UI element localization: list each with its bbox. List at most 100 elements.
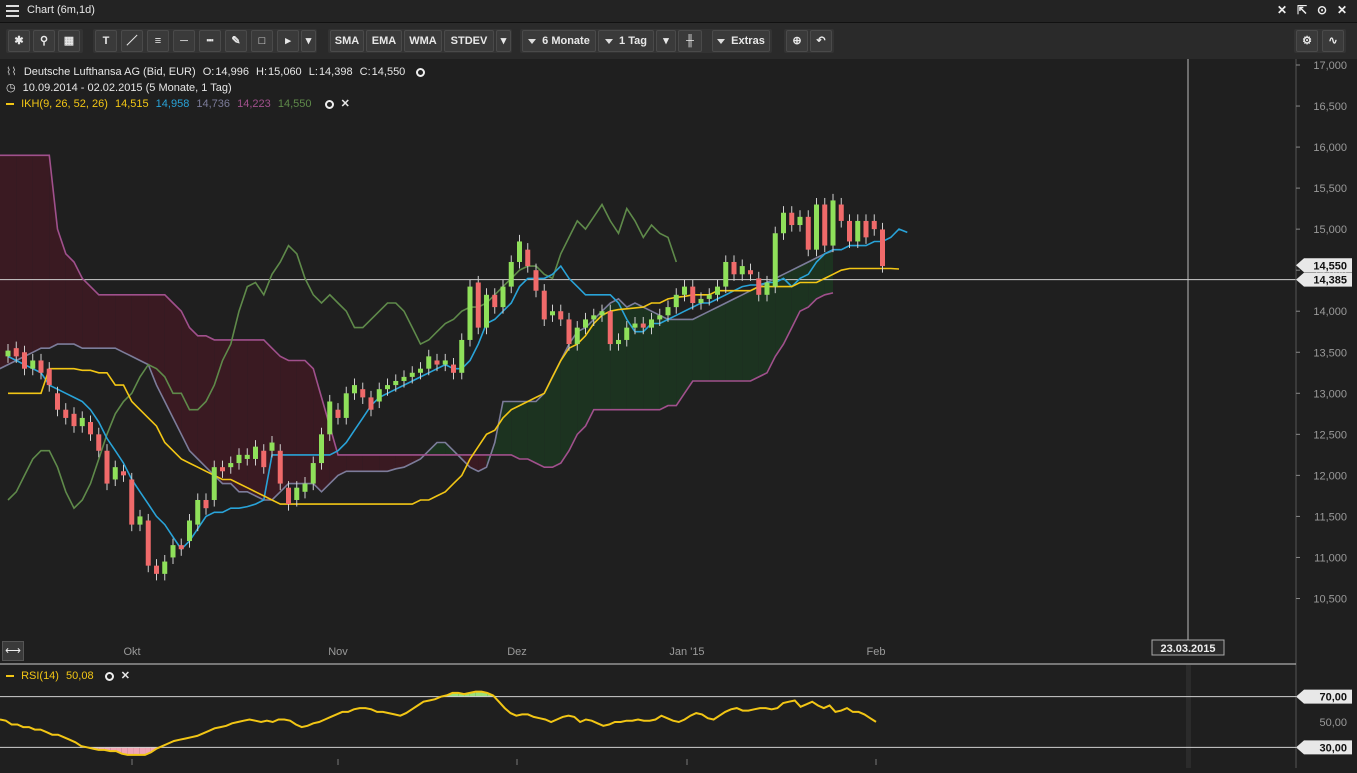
ichimoku-cloud-segment (74, 261, 83, 349)
candle-body (154, 565, 159, 574)
wma-button[interactable]: WMA (404, 30, 442, 52)
open-value: 14,996 (215, 66, 249, 78)
candle-body (690, 286, 696, 304)
candle-body (385, 385, 390, 390)
crosshair-date-tag: 23.03.2015 (1160, 643, 1215, 655)
kijun-sen-line (8, 267, 900, 505)
time-tick-label: Okt (123, 646, 140, 658)
stdev-button[interactable]: STDEV (444, 30, 494, 52)
ichimoku-cloud-segment (247, 339, 256, 496)
candle-body (880, 229, 885, 267)
detach-icon[interactable]: ⇱ (1296, 3, 1308, 17)
candle-body (500, 286, 506, 308)
ichimoku-cloud-segment (701, 311, 710, 381)
price-chart[interactable]: 17,00016,50016,00015,50015,00014,50014,0… (0, 59, 1357, 768)
chikou-span-line (7, 202, 678, 510)
rsi-oversold-fill (127, 747, 134, 755)
ichimoku-cloud-segment (305, 360, 314, 484)
cursor-tool-icon[interactable]: ▸ (277, 30, 299, 52)
time-tick-label: Nov (328, 646, 348, 658)
candlestick-icon[interactable]: ╫ (678, 30, 702, 52)
candle-body (517, 241, 522, 262)
ikh-remove-icon[interactable]: ✕ (340, 98, 350, 110)
indicators-dropdown-icon[interactable]: ▾ (496, 30, 511, 52)
candle-body (178, 545, 184, 550)
chart-area[interactable]: 17,00016,50016,00015,50015,00014,50014,0… (0, 59, 1357, 768)
ichimoku-cloud-segment (709, 307, 718, 381)
search-icon[interactable]: ⚲ (33, 30, 55, 52)
instrument-settings-icon[interactable] (416, 67, 426, 77)
candle-body (583, 319, 588, 328)
ichimoku-cloud-segment (626, 303, 635, 410)
candle-body (71, 413, 77, 427)
candle-body (426, 356, 432, 369)
candle-body (352, 385, 357, 394)
ichimoku-cloud-segment (659, 315, 668, 410)
ichimoku-cloud-segment (519, 401, 528, 459)
candle-body (228, 463, 234, 468)
ichimoku-cloud-segment (379, 454, 388, 472)
candle-body (145, 520, 151, 566)
ikh-legend: IKH(9, 26, 52, 26) 14,515 14,958 14,736 … (6, 97, 354, 110)
close-icon[interactable]: ✕ (1336, 3, 1348, 17)
layers-icon[interactable]: ⚙ (1296, 30, 1318, 52)
ichimoku-cloud-segment (775, 274, 784, 357)
ichimoku-cloud-segment (140, 294, 149, 365)
hamburger-menu-icon[interactable] (6, 5, 19, 17)
crosshair-price-tag: 14,385 (1313, 275, 1347, 287)
low-label: L: (308, 66, 318, 78)
high-value: 15,060 (268, 66, 302, 78)
chart-type-dropdown-icon[interactable]: ▾ (656, 30, 676, 52)
candle-body (55, 393, 60, 410)
candle-body (112, 467, 118, 480)
ichimoku-cloud-segment (437, 442, 446, 455)
candle-body (649, 319, 654, 328)
pen-tool-icon[interactable]: ✎ (225, 30, 247, 52)
undo-icon[interactable]: ↶ (810, 30, 832, 52)
indicator-wave-icon[interactable]: ∿ (1322, 30, 1344, 52)
candle-body (360, 389, 366, 398)
extras-select[interactable]: Extras (712, 30, 770, 52)
ichimoku-cloud-segment (329, 426, 338, 484)
candle-body (170, 545, 176, 558)
candle-body (451, 364, 456, 373)
fibonacci-tool-icon[interactable]: ≡ (147, 30, 169, 52)
horizontal-line-icon[interactable]: ─ (173, 30, 195, 52)
ichimoku-cloud-segment (338, 454, 347, 476)
ray-line-icon[interactable]: ┅ (199, 30, 221, 52)
ichimoku-cloud-segment (222, 339, 231, 484)
ikh-settings-icon[interactable] (324, 99, 334, 109)
rsi-settings-icon[interactable] (104, 671, 114, 681)
sma-button[interactable]: SMA (330, 30, 364, 52)
rsi-line (0, 690, 877, 756)
candle-body (162, 561, 168, 574)
ichimoku-cloud-segment (255, 339, 264, 500)
rsi-oversold-fill (139, 747, 146, 755)
line-tool-icon[interactable]: ／ (121, 30, 143, 52)
candle-body (294, 487, 300, 500)
ichimoku-cloud-segment (511, 401, 520, 459)
crosshair-tool-icon[interactable]: ✱ (8, 30, 30, 52)
grid-icon[interactable]: ▦ (58, 30, 80, 52)
period-select[interactable]: 6 Monate (522, 30, 596, 52)
tools-dropdown-icon[interactable]: ▾ (301, 30, 316, 52)
candle-body (335, 409, 341, 418)
candle-body (261, 450, 267, 468)
scroll-handle-icon[interactable]: ⟷ (2, 641, 24, 661)
candle-body (137, 516, 143, 525)
ichimoku-cloud-segment (41, 155, 50, 349)
text-tool-icon[interactable]: T (95, 30, 117, 52)
candle-body (550, 311, 555, 316)
rsi-remove-icon[interactable]: ✕ (120, 670, 130, 682)
interval-select[interactable]: 1 Tag (598, 30, 654, 52)
ema-button[interactable]: EMA (366, 30, 402, 52)
expand-icon[interactable]: ✕ (1276, 3, 1288, 17)
settings-icon[interactable]: ⊙ (1316, 3, 1328, 17)
zoom-icon[interactable]: ⊕ (786, 30, 808, 52)
rectangle-tool-icon[interactable]: □ (251, 30, 273, 52)
toolbar: ✱ ⚲ ▦ T ／ ≡ ─ ┅ ✎ □ ▸ ▾ SMA EMA WMA STDE… (0, 23, 1357, 59)
candle-body (789, 212, 795, 226)
candle-body (715, 286, 720, 295)
ichimoku-cloud-segment (189, 327, 198, 459)
ichimoku-cloud-segment (783, 270, 792, 345)
